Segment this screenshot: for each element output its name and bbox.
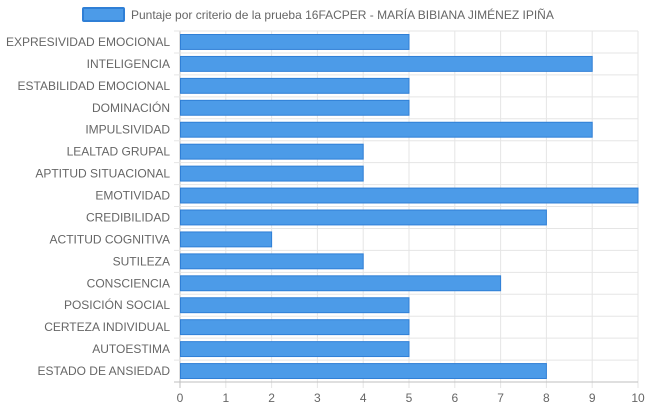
x-tick-label: 0 bbox=[177, 391, 184, 405]
bar-estabilidad-emocional[interactable] bbox=[180, 77, 410, 94]
x-tick-label: 8 bbox=[543, 391, 550, 405]
y-tick-label: ESTABILIDAD EMOCIONAL bbox=[18, 79, 171, 93]
y-tick-label: EXPRESIVIDAD EMOCIONAL bbox=[6, 35, 170, 49]
x-tick-label: 2 bbox=[268, 391, 275, 405]
x-tick-label: 1 bbox=[222, 391, 229, 405]
bars bbox=[180, 34, 639, 379]
x-tick-label: 4 bbox=[360, 391, 367, 405]
legend-label: Puntaje por criterio de la prueba 16FACP… bbox=[131, 7, 554, 22]
bar-sutileza[interactable] bbox=[180, 253, 364, 270]
x-tick-label: 5 bbox=[406, 391, 413, 405]
y-axis-labels: EXPRESIVIDAD EMOCIONAL INTELIGENCIA ESTABI… bbox=[6, 35, 170, 378]
bar-certeza-individual[interactable] bbox=[180, 319, 410, 336]
bar-actitud-cognitiva[interactable] bbox=[180, 231, 273, 248]
bar-estado-de-ansiedad[interactable] bbox=[180, 363, 547, 379]
bar-inteligencia[interactable] bbox=[180, 55, 593, 72]
x-axis-labels: 0 1 2 3 4 5 6 7 8 9 10 bbox=[177, 391, 645, 405]
y-tick-label: AUTOESTIMA bbox=[92, 342, 170, 356]
y-tick-label: IMPULSIVIDAD bbox=[85, 123, 170, 137]
y-tick-label: CERTEZA INDIVIDUAL bbox=[44, 320, 170, 334]
x-tick-label: 6 bbox=[451, 391, 458, 405]
y-tick-label: SUTILEZA bbox=[113, 254, 170, 268]
y-tick-label: ESTADO DE ANSIEDAD bbox=[38, 364, 171, 378]
bar-posición-social[interactable] bbox=[180, 297, 410, 314]
y-tick-label: EMOTIVIDAD bbox=[95, 189, 170, 203]
bar-dominación[interactable] bbox=[180, 99, 410, 116]
y-tick-label: CONSCIENCIA bbox=[87, 276, 170, 290]
bar-lealtad-grupal[interactable] bbox=[180, 143, 364, 160]
y-tick-label: ACTITUD COGNITIVA bbox=[50, 232, 170, 246]
bar-aptitud-situacional[interactable] bbox=[180, 165, 364, 182]
bar-impulsividad[interactable] bbox=[180, 121, 593, 138]
y-tick-label: LEALTAD GRUPAL bbox=[67, 145, 171, 159]
y-tick-label: INTELIGENCIA bbox=[87, 57, 170, 71]
y-tick-label: CREDIBILIDAD bbox=[86, 210, 170, 224]
bar-expresividad-emocional[interactable] bbox=[180, 34, 410, 50]
bar-consciencia[interactable] bbox=[180, 275, 502, 292]
x-tick-label: 7 bbox=[497, 391, 504, 405]
bar-emotividad[interactable] bbox=[180, 187, 639, 204]
y-tick-label: DOMINACIÓN bbox=[92, 100, 170, 115]
y-tick-label: POSICIÓN SOCIAL bbox=[64, 297, 170, 312]
x-tick-label: 10 bbox=[631, 391, 645, 405]
legend-swatch bbox=[82, 7, 125, 22]
x-tick-label: 3 bbox=[314, 391, 321, 405]
bar-autoestima[interactable] bbox=[180, 341, 410, 358]
x-tick-label: 9 bbox=[589, 391, 596, 405]
bar-credibilidad[interactable] bbox=[180, 209, 547, 226]
y-tick-label: APTITUD SITUACIONAL bbox=[35, 167, 170, 181]
legend[interactable]: Puntaje por criterio de la prueba 16FACP… bbox=[82, 7, 554, 22]
